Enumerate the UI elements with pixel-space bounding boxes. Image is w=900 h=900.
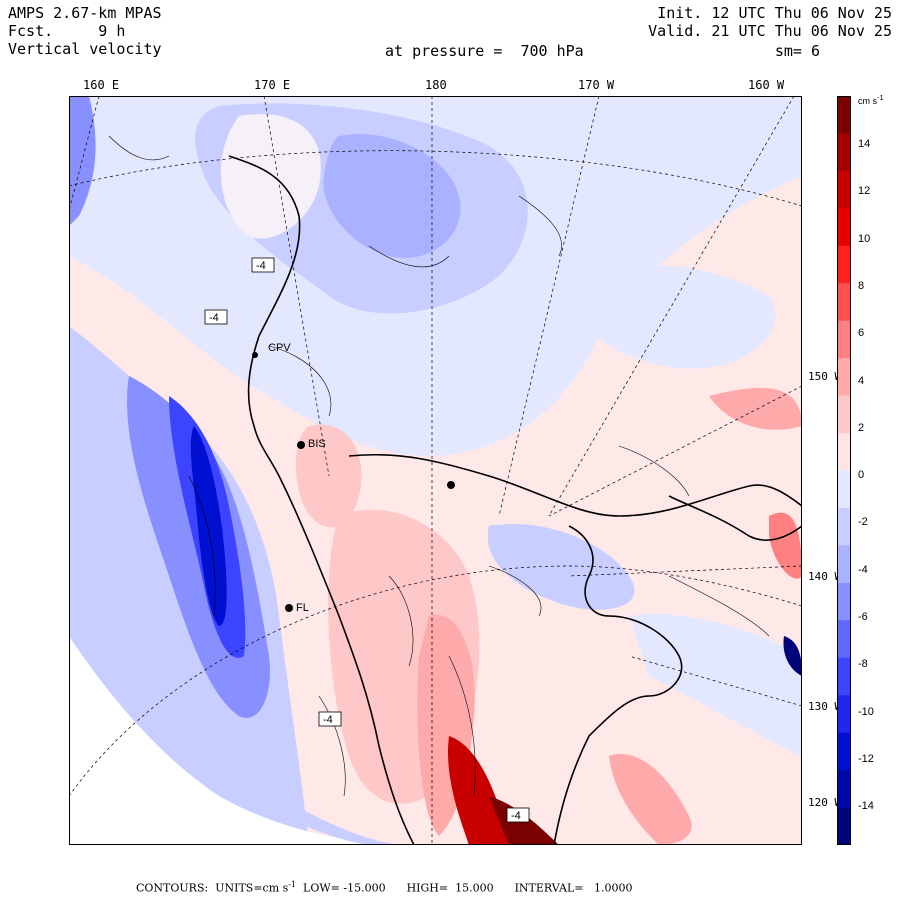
graticule bbox=[69, 96, 802, 845]
field-name: Vertical velocity bbox=[8, 40, 162, 58]
colorbar-label: -6 bbox=[858, 611, 868, 623]
domain-edge bbox=[69, 636, 409, 845]
colorbar-swatch bbox=[837, 96, 851, 134]
colorbar-swatch bbox=[837, 133, 851, 172]
colorbar-label: 2 bbox=[858, 421, 865, 434]
colorbar-label: 6 bbox=[858, 327, 865, 340]
colorbar bbox=[837, 96, 851, 845]
colorbar-frame bbox=[837, 96, 851, 845]
lon-label: 170 E bbox=[254, 78, 291, 92]
init-time: Init. 12 UTC Thu 06 Nov 25 bbox=[657, 4, 892, 22]
colorbar-swatch bbox=[837, 657, 851, 696]
colorbar-swatch bbox=[837, 695, 851, 734]
colorbar-label: -14 bbox=[858, 800, 874, 813]
colorbar-swatch bbox=[837, 283, 851, 322]
colorbar-swatch bbox=[837, 470, 851, 509]
colorbar-label: -12 bbox=[858, 752, 874, 765]
colorbar-label: -10 bbox=[858, 705, 874, 718]
shaded-region bbox=[769, 512, 802, 579]
station-marker bbox=[447, 481, 455, 489]
colorbar-swatch bbox=[837, 395, 851, 434]
svg-text:-4: -4 bbox=[209, 312, 219, 324]
shaded-region bbox=[609, 754, 692, 845]
colorbar-unit: cm s-1 bbox=[858, 93, 884, 106]
map-frame bbox=[69, 96, 802, 845]
colorbar-label: 0 bbox=[858, 469, 865, 482]
model-name: AMPS 2.67-km MPAS bbox=[8, 4, 162, 22]
colorbar-label: 12 bbox=[858, 185, 871, 198]
lon-label: 160 E bbox=[83, 78, 120, 92]
colorbar-label: 8 bbox=[858, 279, 865, 292]
colorbar-swatch bbox=[837, 807, 851, 845]
pressure-level: at pressure = 700 hPa bbox=[385, 42, 584, 60]
svg-text:-4: -4 bbox=[323, 714, 333, 726]
station-marker bbox=[252, 352, 258, 358]
colorbar-swatch bbox=[837, 208, 851, 247]
valid-time: Valid. 21 UTC Thu 06 Nov 25 bbox=[648, 22, 892, 40]
colorbar-label: -8 bbox=[858, 658, 868, 671]
colorbar-label: -2 bbox=[858, 516, 868, 529]
colorbar-label: 4 bbox=[858, 374, 865, 387]
colorbar-label: 10 bbox=[858, 232, 871, 245]
colorbar-swatch bbox=[837, 245, 851, 284]
colorbar-swatch bbox=[837, 358, 851, 397]
colorbar-swatch bbox=[837, 170, 851, 209]
colorbar-swatch bbox=[837, 582, 851, 621]
station-marker bbox=[297, 441, 305, 449]
station-label: BIS bbox=[308, 438, 326, 450]
shaded-region bbox=[448, 736, 509, 845]
lon-label: 170 W bbox=[578, 78, 615, 92]
forecast-hour: Fcst. 9 h bbox=[8, 22, 126, 40]
shaded-region bbox=[783, 636, 802, 676]
colorbar-swatch bbox=[837, 732, 851, 771]
shaded-region bbox=[190, 426, 227, 626]
contour-lines bbox=[108, 135, 770, 797]
map-canvas: -4 -4 -4 -4 bbox=[69, 96, 802, 845]
header-right: Init. 12 UTC Thu 06 Nov 25 Valid. 21 UTC … bbox=[648, 4, 892, 40]
header-left: AMPS 2.67-km MPAS Fcst. 9 h Vertical veloc… bbox=[8, 4, 162, 58]
colorbar-swatch bbox=[837, 620, 851, 659]
station-marker bbox=[285, 604, 293, 612]
lon-label: 180 bbox=[425, 78, 447, 92]
coastline bbox=[228, 155, 802, 845]
footer-contours: CONTOURS: UNITS=cm s-1 LOW= -15.000 HIGH… bbox=[136, 880, 633, 895]
contour-box-label: -4 -4 -4 -4 bbox=[204, 257, 530, 823]
svg-text:-4: -4 bbox=[511, 810, 521, 822]
colorbar-swatch bbox=[837, 320, 851, 359]
colorbar-swatch bbox=[837, 507, 851, 546]
svg-text:-4: -4 bbox=[256, 260, 266, 272]
station-label: FL bbox=[296, 602, 309, 614]
colorbar-label: -4 bbox=[858, 563, 868, 576]
colorbar-swatch bbox=[837, 433, 851, 471]
shaded-region bbox=[487, 524, 635, 610]
lon-label: 160 W bbox=[748, 78, 785, 92]
shaded-region bbox=[629, 614, 802, 756]
colorbar-label: 14 bbox=[858, 138, 871, 150]
station-label: CPV bbox=[268, 342, 291, 354]
colorbar-swatch bbox=[837, 545, 851, 584]
shaded-region bbox=[323, 134, 461, 258]
colorbar-swatch bbox=[837, 770, 851, 809]
shaded-region bbox=[589, 265, 776, 369]
smoothing-label: sm= 6 bbox=[774, 42, 820, 60]
